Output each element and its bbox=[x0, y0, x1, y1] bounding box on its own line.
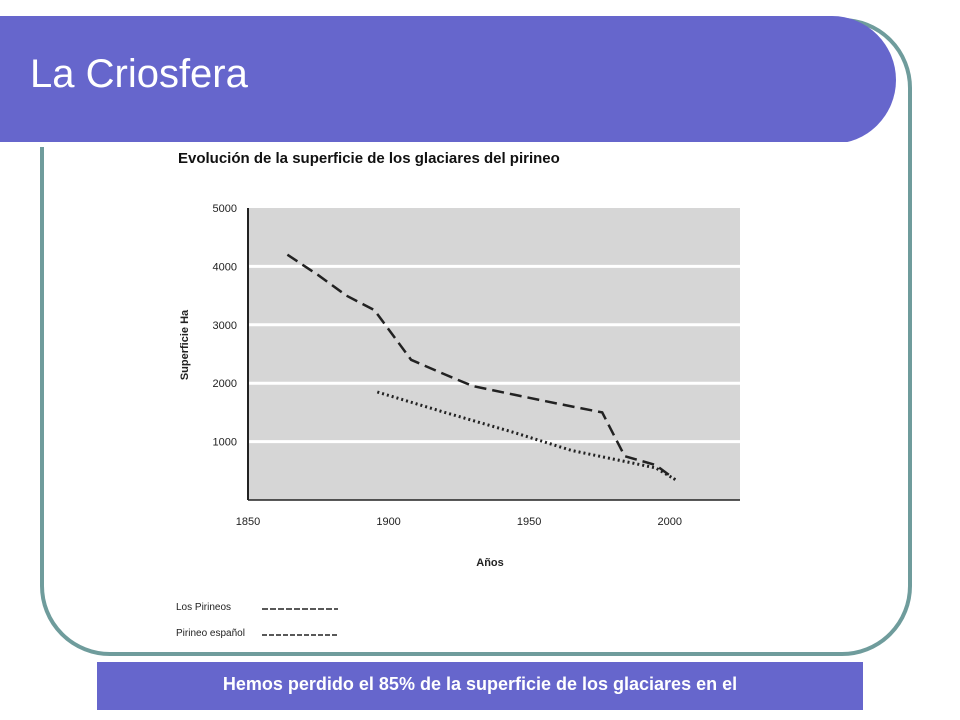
x-tick-label: 1900 bbox=[376, 516, 400, 528]
y-tick-labels: 5000 4000 3000 2000 1000 bbox=[213, 203, 237, 449]
y-tick-label: 3000 bbox=[213, 320, 237, 332]
title-underline bbox=[0, 142, 848, 147]
x-tick-label: 2000 bbox=[657, 516, 681, 528]
legend-label-2: Pirineo español bbox=[176, 628, 245, 639]
y-tick-label: 4000 bbox=[213, 261, 237, 273]
gridlines bbox=[248, 264, 740, 444]
title-bar bbox=[0, 16, 896, 147]
caption-text: Hemos perdido el 85% de la superficie de… bbox=[222, 674, 738, 694]
y-tick-label: 1000 bbox=[213, 437, 237, 449]
slide-title: La Criosfera bbox=[30, 52, 248, 96]
y-axis-label: Superficie Ha bbox=[179, 309, 191, 380]
series-group bbox=[286, 253, 677, 481]
chart-title: Evolución de la superficie de los glacia… bbox=[178, 150, 560, 167]
plot-background bbox=[248, 208, 740, 500]
y-tick-label: 5000 bbox=[213, 203, 237, 215]
x-tick-label: 1950 bbox=[517, 516, 541, 528]
series-line-2 bbox=[376, 390, 677, 481]
y-tick-label: 2000 bbox=[213, 378, 237, 390]
x-tick-labels: 1850 1900 1950 2000 bbox=[236, 516, 682, 528]
caption-box: Hemos perdido el 85% de la superficie de… bbox=[97, 662, 863, 710]
legend: Los Pirineos Pirineo español bbox=[176, 602, 338, 639]
legend-label-1: Los Pirineos bbox=[176, 602, 231, 613]
x-tick-label: 1850 bbox=[236, 516, 260, 528]
x-axis-label: Años bbox=[476, 557, 504, 569]
